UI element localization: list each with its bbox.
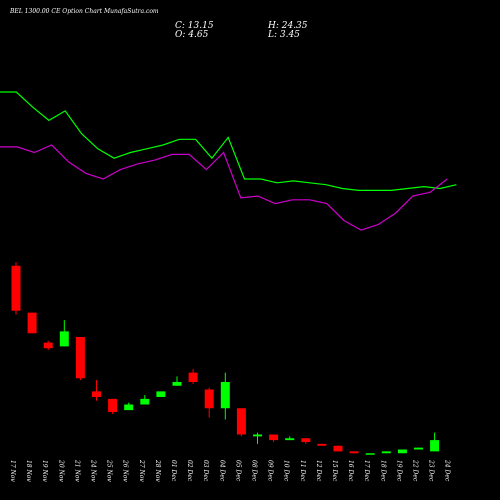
x-tick-label: 11 Dec (299, 460, 306, 482)
candle (75, 337, 85, 381)
candle-body (11, 265, 21, 311)
candle (11, 262, 21, 315)
candle (285, 436, 295, 441)
candle-body (430, 440, 440, 452)
x-tick-label: 01 Dec (170, 460, 177, 482)
candle-body (285, 438, 295, 441)
candle-body (397, 449, 407, 454)
open-price: O: 4.65 (175, 30, 209, 40)
x-tick-label: 25 Nov (106, 459, 113, 482)
candle (414, 447, 423, 450)
low-price: L: 3.45 (267, 30, 300, 40)
candle (397, 449, 407, 454)
x-tick-label: 21 Nov (73, 459, 80, 482)
ma-slow-line (0, 144, 448, 231)
candle (156, 391, 166, 397)
candle (333, 445, 343, 452)
high-price: H: 24.35 (267, 21, 308, 31)
x-tick-label: 24 Nov (90, 459, 97, 482)
candle-body (75, 337, 85, 379)
candle (365, 453, 375, 455)
candlestick-layer (11, 262, 440, 455)
candle (317, 443, 327, 446)
candle-body (269, 434, 279, 441)
moving-average-layer (0, 91, 457, 231)
x-tick-label: 15 Dec (331, 460, 338, 482)
x-tick-label: 17 Dec (363, 460, 370, 482)
candle-body (124, 404, 134, 411)
candle (381, 451, 391, 454)
x-tick-label: 19 Dec (395, 460, 402, 482)
x-tick-label: 20 Nov (57, 459, 64, 482)
ma-fast-line (0, 91, 457, 191)
x-tick-label: 12 Dec (315, 460, 322, 482)
x-tick-label: 08 Dec (251, 460, 258, 482)
chart-title: BEL 1300.00 CE Option Chart MunafaSutra.… (9, 8, 159, 15)
candle-body (92, 391, 101, 397)
candle (59, 320, 69, 347)
x-tick-label: 24 Dec (444, 459, 451, 482)
candle-body (381, 451, 391, 454)
candle-body (333, 445, 343, 452)
candle-body (349, 451, 359, 454)
candle-body (108, 398, 118, 412)
candle-body (414, 447, 423, 450)
candle-body (140, 398, 150, 405)
candle (269, 434, 279, 442)
x-tick-label: 17 Nov (9, 460, 16, 482)
candle (172, 376, 182, 386)
x-tick-label: 26 Nov (122, 459, 129, 482)
candle-body (253, 434, 262, 437)
x-axis: 17 Nov 18 Nov 19 Nov 20 Nov 21 Nov 24 Nov 25 N… (9, 459, 451, 482)
x-tick-label: 23 Dec (428, 459, 435, 482)
candle (108, 398, 118, 414)
candle (301, 438, 311, 444)
candle (220, 372, 230, 420)
candle-body (59, 331, 69, 347)
candle-body (43, 342, 53, 349)
candle (253, 432, 262, 444)
candle (43, 340, 53, 351)
x-tick-label: 09 Dec (267, 460, 274, 482)
candle-body (27, 312, 37, 334)
x-tick-label: 18 Dec (379, 460, 386, 482)
candle-body (156, 391, 166, 397)
x-tick-label: 03 Dec (202, 460, 209, 482)
x-tick-label: 19 Nov (41, 460, 48, 482)
candle (204, 387, 214, 418)
candle (124, 402, 134, 411)
candle-body (236, 408, 246, 435)
x-tick-label: 27 Nov (138, 459, 145, 482)
close-price: C: 13.15 (175, 21, 214, 31)
candle-body (317, 443, 327, 446)
candle (430, 432, 440, 452)
x-tick-label: 22 Dec (412, 459, 419, 482)
x-tick-label: 18 Nov (25, 460, 32, 482)
candle-body (204, 389, 214, 409)
candle-body (365, 453, 375, 455)
x-tick-label: 10 Dec (283, 460, 290, 482)
x-tick-label: 02 Dec (186, 460, 193, 482)
candle-body (172, 382, 182, 386)
candle (27, 312, 37, 334)
candle (236, 408, 246, 437)
x-tick-label: 28 Nov (154, 459, 161, 482)
candle (349, 451, 359, 454)
x-tick-label: 05 Dec (234, 460, 241, 482)
candle-body (220, 382, 230, 409)
x-tick-label: 04 Dec (218, 460, 225, 482)
candle (92, 380, 101, 401)
candle (188, 368, 198, 384)
candle-body (188, 372, 198, 382)
candle (140, 395, 150, 405)
x-tick-label: 16 Dec (347, 460, 354, 482)
candle-body (301, 438, 311, 442)
